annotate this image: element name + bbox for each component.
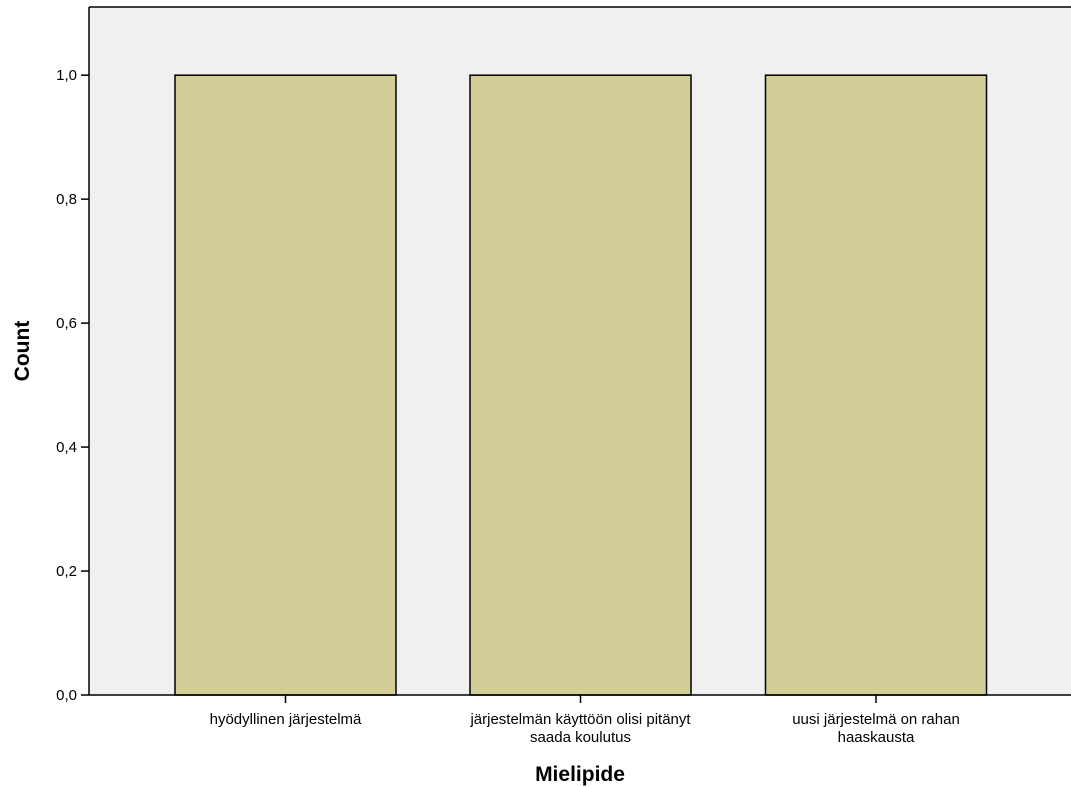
bar-3: [764, 74, 988, 696]
x-ticks-group: hyödyllinen järjestelmä järjestelmän käyt…: [210, 695, 960, 746]
y-tick-label: 0,0: [56, 687, 77, 704]
x-category-label: järjestelmän käyttöön olisi pitänyt saada…: [469, 711, 691, 746]
y-tick-label: 1,0: [56, 67, 77, 84]
y-tick-label: 0,8: [56, 191, 77, 208]
y-axis-title: Count: [11, 321, 34, 382]
y-tick-label: 0,4: [56, 439, 77, 456]
x-category-label: uusi järjestelmä on rahan haaskausta: [792, 711, 960, 746]
x-axis-title: Mielipide: [535, 763, 625, 786]
bars-group: [174, 74, 988, 696]
y-tick-label: 0,2: [56, 563, 77, 580]
x-category-label: hyödyllinen järjestelmä: [210, 711, 362, 728]
bar-1: [174, 74, 397, 696]
bar-2: [469, 74, 692, 696]
y-ticks-group: 0,0 0,2 0,4 0,6 0,8 1,0: [56, 67, 89, 704]
y-tick-label: 0,6: [56, 315, 77, 332]
